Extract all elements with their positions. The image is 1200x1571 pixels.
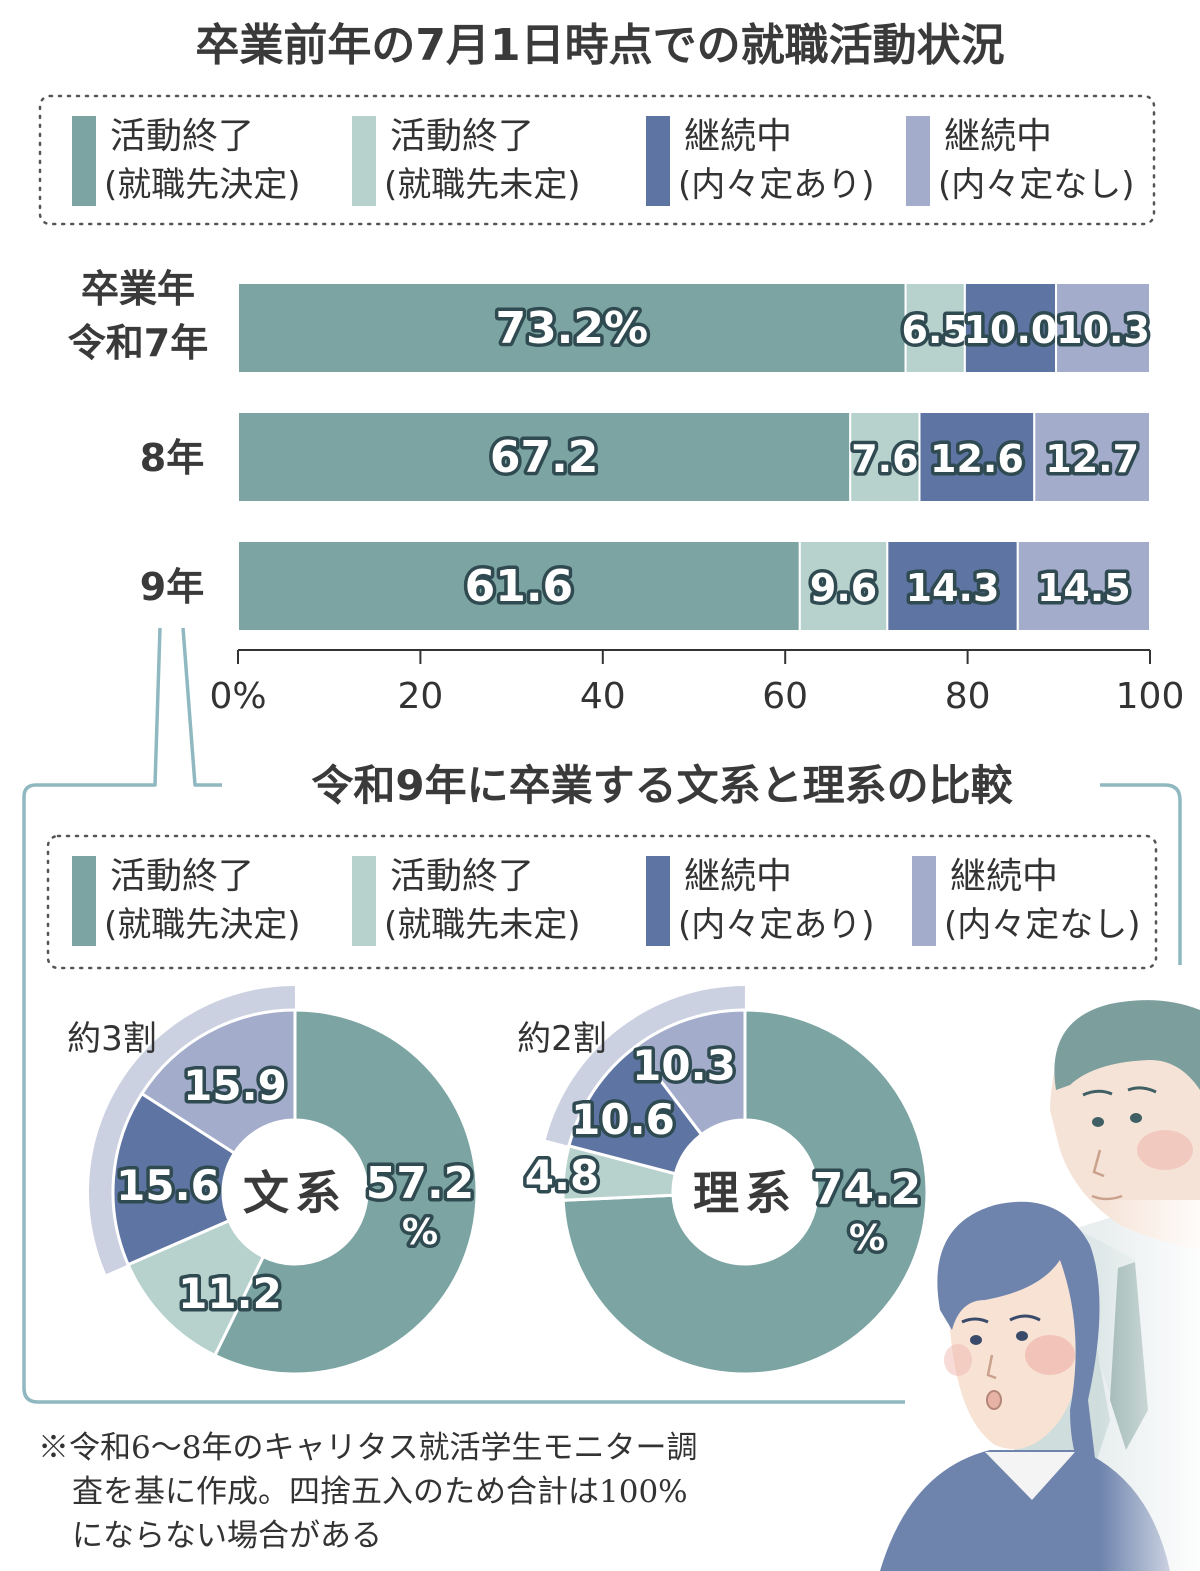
donut-1-slice-3 xyxy=(111,1091,237,1267)
legend-swatch-3 xyxy=(646,856,670,946)
legend-label-2-line2: (就職先未定) xyxy=(384,165,581,205)
donut-1-percent-sign: % xyxy=(402,1212,438,1253)
donut-2-slice-1 xyxy=(561,1008,929,1376)
students-illustration xyxy=(880,1000,1200,1571)
donut-2-slice-4 xyxy=(633,1008,747,1137)
legend-label-3-line2: (内々定あり) xyxy=(678,905,875,945)
bar-segment-r3-s4 xyxy=(1016,540,1152,632)
bar-segment-r2-s2 xyxy=(849,411,921,503)
donut-section-title: 令和9年に卒業する文系と理系の比較 xyxy=(311,761,1013,810)
bar-chart-title: 卒業前年の7月1日時点での就職活動状況 xyxy=(195,20,1004,71)
row-label-1: 令和7年 xyxy=(68,321,208,365)
bar-label-r3-s3: 14.3 xyxy=(906,566,1000,610)
bar-segment-r2-s4 xyxy=(1033,411,1152,503)
footnote-line-1: ※令和6～8年のキャリタス就活学生モニター調 xyxy=(38,1430,697,1466)
legend-box-top xyxy=(38,94,1156,226)
footnote-line-2: 査を基に作成。四捨五入のため合計は100% xyxy=(72,1474,688,1510)
legend-label-3-line1: 継続中 xyxy=(684,116,792,157)
bar-label-r1-s4: 10.3 xyxy=(1056,308,1150,352)
bar-label-r2-s4: 12.7 xyxy=(1045,437,1139,481)
donut-2-percent-sign: % xyxy=(849,1218,885,1259)
legend-label-4-line1: 継続中 xyxy=(950,856,1058,897)
x-tick-label-4: 60 xyxy=(762,676,808,717)
donut-2-label-4: 10.3 xyxy=(632,1041,736,1090)
bar-segment-r3-s2 xyxy=(798,540,889,632)
bar-label-r1-s1: 73.2% xyxy=(495,303,648,354)
legend-label-3-line2: (内々定あり) xyxy=(678,165,875,205)
bar-segment-r1-s1 xyxy=(237,282,907,374)
donut-1-label-3: 15.6 xyxy=(116,1161,220,1210)
bar-segment-r2-s1 xyxy=(237,411,852,503)
legend-label-1-line2: (就職先決定) xyxy=(104,905,301,945)
legend-swatch-3 xyxy=(646,116,670,206)
bar-label-r2-s2: 7.6 xyxy=(851,437,918,481)
legend-label-1-line2: (就職先決定) xyxy=(104,165,301,205)
legend-label-1-line1: 活動終了 xyxy=(110,856,254,897)
bar-segment-r1-s3 xyxy=(963,282,1058,374)
donut-2-label-3: 10.6 xyxy=(571,1095,675,1144)
footnote-line-3: にならない場合がある xyxy=(72,1518,382,1554)
donut-2-center-label: 理系 xyxy=(693,1166,797,1220)
legend-bottom: 活動終了 (就職先決定) 活動終了 (就職先未定) 継続中 (内々定あり) 継続中 (内々定な… xyxy=(72,856,1141,946)
row-label-2: 8年 xyxy=(140,436,204,480)
legend-swatch-4 xyxy=(912,856,936,946)
bar-segment-r1-s4 xyxy=(1055,282,1151,374)
legend-swatch-4 xyxy=(906,116,930,206)
donut-2-label-2: 4.8 xyxy=(525,1151,599,1200)
donut-1-label-4: 15.9 xyxy=(183,1061,287,1110)
legend-label-4-line2: (内々定なし) xyxy=(938,165,1135,205)
x-tick-label-6: 100 xyxy=(1116,676,1185,717)
donut-1-label-1: 57.2 xyxy=(366,1158,475,1209)
legend-label-2-line1: 活動終了 xyxy=(390,856,534,897)
donut-1-slice-4 xyxy=(139,1008,297,1156)
bar-label-r3-s2: 9.6 xyxy=(810,566,877,610)
donut-2-bracket-label: 約2割 xyxy=(517,1019,607,1059)
x-tick-label-3: 40 xyxy=(580,676,626,717)
legend-swatch-2 xyxy=(352,116,376,206)
legend-label-4-line2: (内々定なし) xyxy=(944,905,1141,945)
donut-1-bracket-label: 約3割 xyxy=(67,1019,157,1059)
legend-swatch-2 xyxy=(352,856,376,946)
legend-label-2-line1: 活動終了 xyxy=(390,116,534,157)
donut-2-bracket-arc xyxy=(545,986,745,1146)
x-tick-label-2: 20 xyxy=(397,676,443,717)
x-tick-label-5: 80 xyxy=(945,676,991,717)
legend-swatch-1 xyxy=(72,856,96,946)
bar-label-r2-s3: 12.6 xyxy=(930,437,1024,481)
footnote: ※令和6～8年のキャリタス就活学生モニター調 査を基に作成。四捨五入のため合計は… xyxy=(38,1430,697,1554)
x-tick-label-1: 0% xyxy=(209,676,266,717)
donut-1-slice-1 xyxy=(212,1008,479,1376)
row-label-3: 9年 xyxy=(140,565,204,609)
bar-label-r1-s3: 10.0 xyxy=(964,308,1058,352)
bar-label-r3-s4: 14.5 xyxy=(1037,566,1131,610)
legend-swatch-1 xyxy=(72,116,96,206)
legend-label-3-line1: 継続中 xyxy=(684,856,792,897)
bar-label-r3-s1: 61.6 xyxy=(465,561,574,612)
donut-1-label-2: 11.2 xyxy=(178,1269,282,1318)
legend-box-bottom xyxy=(46,834,1158,970)
donut-1-bracket-arc xyxy=(88,986,295,1275)
donut-2-label-1: 74.2 xyxy=(813,1164,922,1215)
row-header: 卒業年 xyxy=(81,267,195,311)
legend-top: 活動終了 (就職先決定) 活動終了 (就職先未定) 継続中 (内々定あり) 継続中 (内々定な… xyxy=(72,116,1135,206)
bar-segment-r1-s2 xyxy=(904,282,966,374)
callout-frame xyxy=(22,627,1182,1404)
bar-label-r1-s2: 6.5 xyxy=(902,308,969,352)
donut-1-center-label: 文系 xyxy=(243,1166,347,1220)
bar-label-r2-s1: 67.2 xyxy=(490,432,599,483)
legend-label-4-line1: 継続中 xyxy=(944,116,1052,157)
legend-label-1-line1: 活動終了 xyxy=(110,116,254,157)
legend-label-2-line2: (就職先未定) xyxy=(384,905,581,945)
